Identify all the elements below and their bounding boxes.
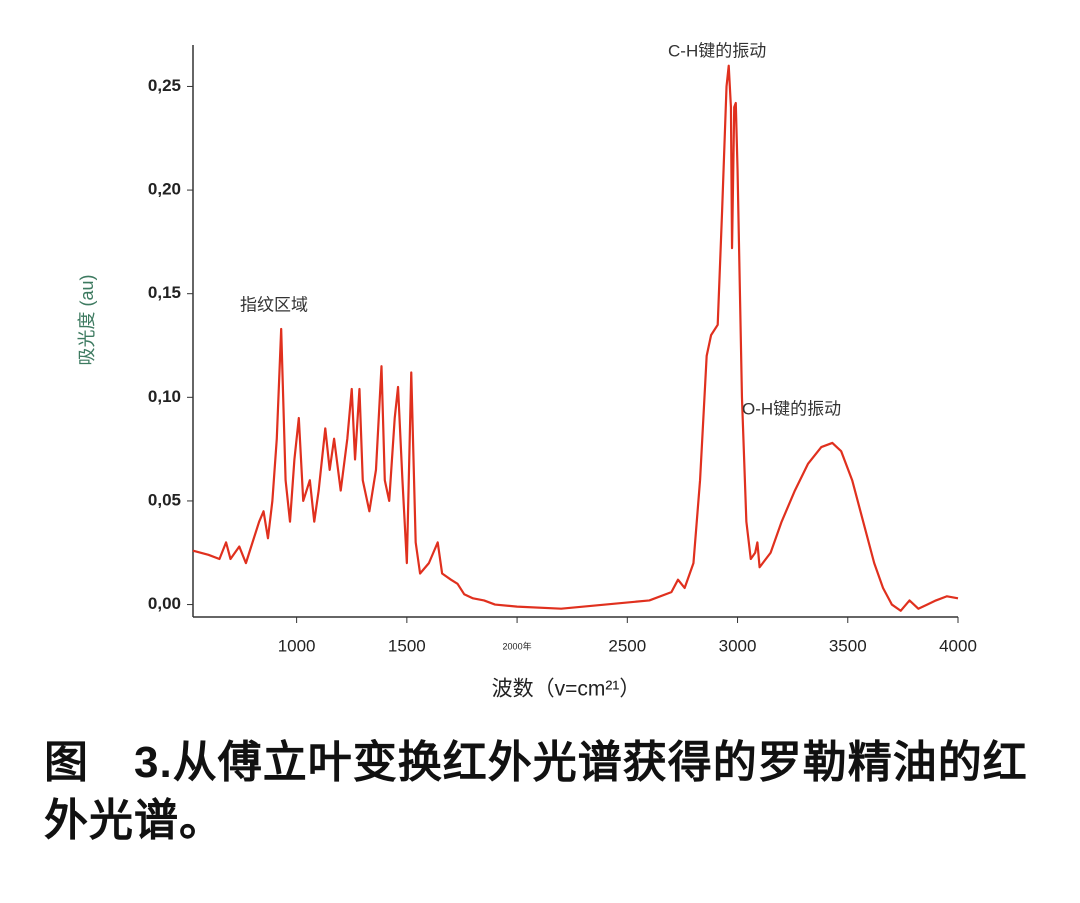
y-tick-label: 0,20 <box>148 180 181 199</box>
y-tick-label: 0,00 <box>148 594 181 613</box>
annotation: C-H键的振动 <box>668 41 766 60</box>
y-tick-label: 0,05 <box>148 490 181 509</box>
x-tick-label: 3000 <box>719 636 757 655</box>
x-tick-label: 1000 <box>278 636 316 655</box>
x-tick-label: 2000年 <box>503 640 532 651</box>
chart: 吸光度 (au) 波数（v=cm²¹） 0,00 0,05 0,10 0,15 0,20… <box>77 41 977 701</box>
y-axis-label: 吸光度 (au) <box>77 274 97 365</box>
x-tick-label: 1500 <box>388 636 426 655</box>
annotation: 指纹区域 <box>240 295 308 314</box>
x-axis-label: 波数（v=cm²¹） <box>492 678 641 701</box>
y-tick-label: 0,15 <box>148 283 181 302</box>
caption: 图 3.从傅立叶变换红外光谱获得的罗勒精油的红外光谱。 <box>44 738 1028 845</box>
y-tick-label: 0,25 <box>148 76 181 95</box>
spectrum-line <box>192 64 959 612</box>
x-tick-label: 3500 <box>829 636 867 655</box>
y-tick-label: 0,10 <box>148 387 181 406</box>
annotation: O-H键的振动 <box>742 399 841 418</box>
x-tick-label: 2500 <box>608 636 646 655</box>
x-tick-label: 4000 <box>939 636 977 655</box>
